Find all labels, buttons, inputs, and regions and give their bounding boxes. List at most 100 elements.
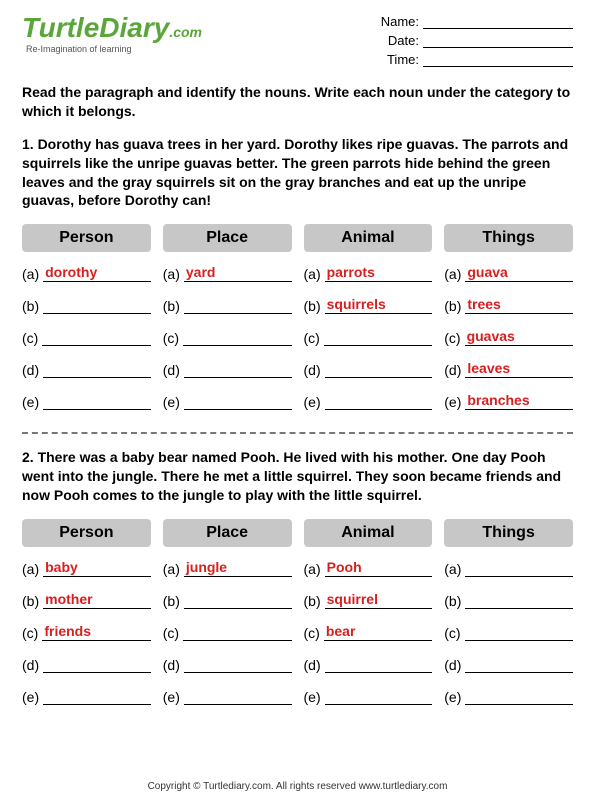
answer-blank[interactable]	[465, 559, 573, 577]
row-label: (e)	[304, 689, 321, 705]
answer-blank[interactable]	[43, 655, 151, 673]
answer-blank[interactable]	[465, 591, 573, 609]
row-label: (c)	[163, 625, 179, 641]
answer-blank[interactable]: parrots	[325, 264, 433, 282]
answer-blank[interactable]	[43, 296, 151, 314]
answer-blank[interactable]	[184, 687, 292, 705]
answer-line: (b)	[444, 589, 573, 609]
time-blank[interactable]	[423, 53, 573, 67]
answer-blank[interactable]: friends	[42, 623, 150, 641]
answer-line: (e)	[22, 390, 151, 410]
row-label: (d)	[304, 362, 321, 378]
answer-blank[interactable]: jungle	[184, 559, 292, 577]
answer-blank[interactable]	[184, 655, 292, 673]
q1-col-animal: Animal (a)parrots (b)squirrels (c) (d) (…	[304, 224, 433, 422]
row-label: (c)	[22, 625, 38, 641]
answer-blank[interactable]: squirrel	[325, 591, 433, 609]
section-divider	[22, 432, 573, 434]
answer-blank[interactable]: leaves	[465, 360, 573, 378]
row-label: (b)	[304, 593, 321, 609]
row-label: (a)	[304, 266, 321, 282]
q1-header-animal: Animal	[304, 224, 433, 252]
answer-line: (e)	[22, 685, 151, 705]
answer-blank[interactable]	[183, 623, 291, 641]
q1-col-place: Place (a)yard (b) (c) (d) (e)	[163, 224, 292, 422]
row-label: (a)	[444, 561, 461, 577]
answer-line: (b)	[22, 294, 151, 314]
answer-line: (b)squirrel	[304, 589, 433, 609]
answer-line: (e)	[163, 685, 292, 705]
answer-blank[interactable]	[43, 392, 151, 410]
q1-categories: Person (a)dorothy (b) (c) (d) (e) Place …	[22, 224, 573, 422]
name-label: Name:	[381, 14, 419, 29]
time-field: Time:	[381, 52, 573, 67]
answer-line: (c)	[304, 326, 433, 346]
answer-blank[interactable]: bear	[324, 623, 432, 641]
answer-line: (d)	[22, 358, 151, 378]
logo-suffix: .com	[169, 24, 202, 40]
row-label: (c)	[22, 330, 38, 346]
answer-line: (d)	[22, 653, 151, 673]
answer-blank[interactable]: branches	[465, 392, 573, 410]
answer-blank[interactable]	[465, 655, 573, 673]
answer-blank[interactable]: guavas	[465, 328, 573, 346]
answer-line: (d)	[163, 358, 292, 378]
row-label: (b)	[22, 298, 39, 314]
logo: TurtleDiary.com Re-Imagination of learni…	[22, 14, 202, 54]
answer-blank[interactable]	[465, 623, 573, 641]
row-label: (d)	[22, 657, 39, 673]
answer-line: (e)	[304, 685, 433, 705]
logo-main: TurtleDiary	[22, 12, 169, 43]
answer-line: (e)	[163, 390, 292, 410]
answer-line: (b)squirrels	[304, 294, 433, 314]
answer-blank[interactable]	[183, 328, 291, 346]
answer-blank[interactable]: mother	[43, 591, 151, 609]
answer-line: (e)	[304, 390, 433, 410]
answer-blank[interactable]: baby	[43, 559, 151, 577]
row-label: (e)	[163, 394, 180, 410]
answer-blank[interactable]	[43, 687, 151, 705]
answer-blank[interactable]	[465, 687, 573, 705]
answer-blank[interactable]: yard	[184, 264, 292, 282]
answer-blank[interactable]	[184, 360, 292, 378]
answer-line: (a)parrots	[304, 262, 433, 282]
answer-blank[interactable]	[325, 687, 433, 705]
date-blank[interactable]	[423, 34, 573, 48]
row-label: (c)	[444, 330, 460, 346]
answer-line: (b)	[163, 294, 292, 314]
row-label: (a)	[163, 561, 180, 577]
answer-line: (d)	[304, 358, 433, 378]
answer-blank[interactable]	[324, 328, 432, 346]
answer-blank[interactable]	[325, 392, 433, 410]
answer-blank[interactable]: guava	[465, 264, 573, 282]
answer-line: (a)baby	[22, 557, 151, 577]
answer-blank[interactable]	[325, 360, 433, 378]
name-blank[interactable]	[423, 15, 573, 29]
answer-line: (b)	[163, 589, 292, 609]
logo-text: TurtleDiary.com	[22, 14, 202, 42]
question-2: 2. There was a baby bear named Pooh. He …	[22, 448, 573, 717]
row-label: (b)	[163, 593, 180, 609]
meta-fields: Name: Date: Time:	[381, 14, 573, 71]
answer-blank[interactable]: trees	[465, 296, 573, 314]
answer-blank[interactable]	[184, 591, 292, 609]
answer-line: (c)friends	[22, 621, 151, 641]
answer-line: (e)branches	[444, 390, 573, 410]
row-label: (a)	[444, 266, 461, 282]
answer-blank[interactable]: dorothy	[43, 264, 151, 282]
answer-blank[interactable]	[325, 655, 433, 673]
answer-blank[interactable]: squirrels	[325, 296, 433, 314]
answer-line: (d)	[163, 653, 292, 673]
answer-blank[interactable]	[184, 392, 292, 410]
answer-line: (d)	[444, 653, 573, 673]
answer-blank[interactable]: Pooh	[325, 559, 433, 577]
answer-line: (a)jungle	[163, 557, 292, 577]
answer-blank[interactable]	[42, 328, 150, 346]
row-label: (b)	[304, 298, 321, 314]
answer-blank[interactable]	[184, 296, 292, 314]
row-label: (c)	[163, 330, 179, 346]
instructions: Read the paragraph and identify the noun…	[22, 83, 573, 121]
answer-line: (a)yard	[163, 262, 292, 282]
answer-blank[interactable]	[43, 360, 151, 378]
row-label: (d)	[444, 362, 461, 378]
